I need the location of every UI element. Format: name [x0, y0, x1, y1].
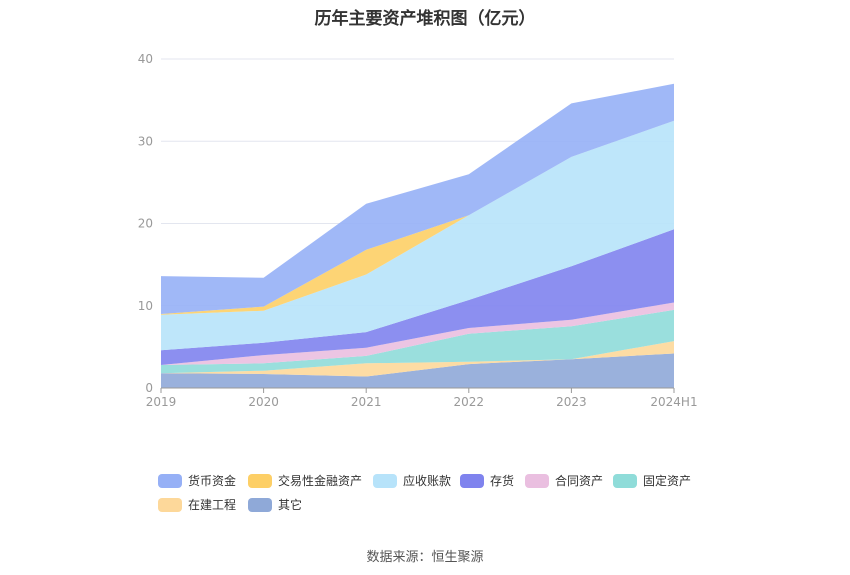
legend-item[interactable]: 固定资产: [613, 472, 691, 489]
legend-item[interactable]: 货币资金: [158, 472, 236, 489]
legend-swatch: [158, 497, 182, 512]
x-tick-label: 2019: [146, 395, 177, 409]
legend-item[interactable]: 在建工程: [158, 496, 236, 513]
legend-swatch: [613, 473, 637, 488]
legend-swatch: [373, 473, 397, 488]
legend-swatch: [525, 473, 549, 488]
area-series: [161, 120, 674, 351]
data-source: 数据来源：恒生聚源: [366, 550, 484, 565]
legend-item[interactable]: 交易性金融资产: [248, 472, 362, 489]
legend-label: 交易性金融资产: [278, 474, 363, 488]
legend-swatch: [248, 473, 272, 488]
area-series: [161, 229, 674, 365]
legend-swatch: [248, 497, 272, 512]
x-tick-label: 2022: [454, 395, 485, 409]
legend-item[interactable]: 其它: [248, 496, 302, 513]
legend-label: 在建工程: [188, 498, 237, 512]
legend-label: 其它: [278, 498, 303, 512]
y-tick-label: 20: [138, 217, 153, 231]
area-series: [161, 83, 674, 314]
legend-swatch: [158, 473, 182, 488]
legend-swatch: [460, 473, 484, 488]
x-tick-label: 2023: [556, 395, 587, 409]
x-tick-label: 2020: [248, 395, 279, 409]
x-tick-label: 2024H1: [650, 395, 697, 409]
chart-title: 历年主要资产堆积图（亿元）: [314, 9, 536, 29]
legend-label: 合同资产: [555, 474, 604, 488]
legend-item[interactable]: 合同资产: [525, 472, 603, 489]
legend-label: 存货: [490, 474, 515, 488]
area-series: [161, 353, 674, 388]
y-tick-label: 0: [145, 381, 153, 395]
y-tick-label: 40: [138, 52, 153, 66]
y-tick-label: 30: [138, 134, 153, 148]
legend-item[interactable]: 存货: [460, 472, 514, 489]
area-series: [161, 341, 674, 377]
x-tick-label: 2021: [351, 395, 382, 409]
legend-item[interactable]: 应收账款: [373, 472, 451, 489]
area-series: [161, 309, 674, 374]
legend-label: 固定资产: [643, 474, 692, 488]
y-tick-label: 10: [138, 299, 153, 313]
legend-label: 应收账款: [403, 474, 452, 488]
legend-label: 货币资金: [188, 474, 237, 488]
